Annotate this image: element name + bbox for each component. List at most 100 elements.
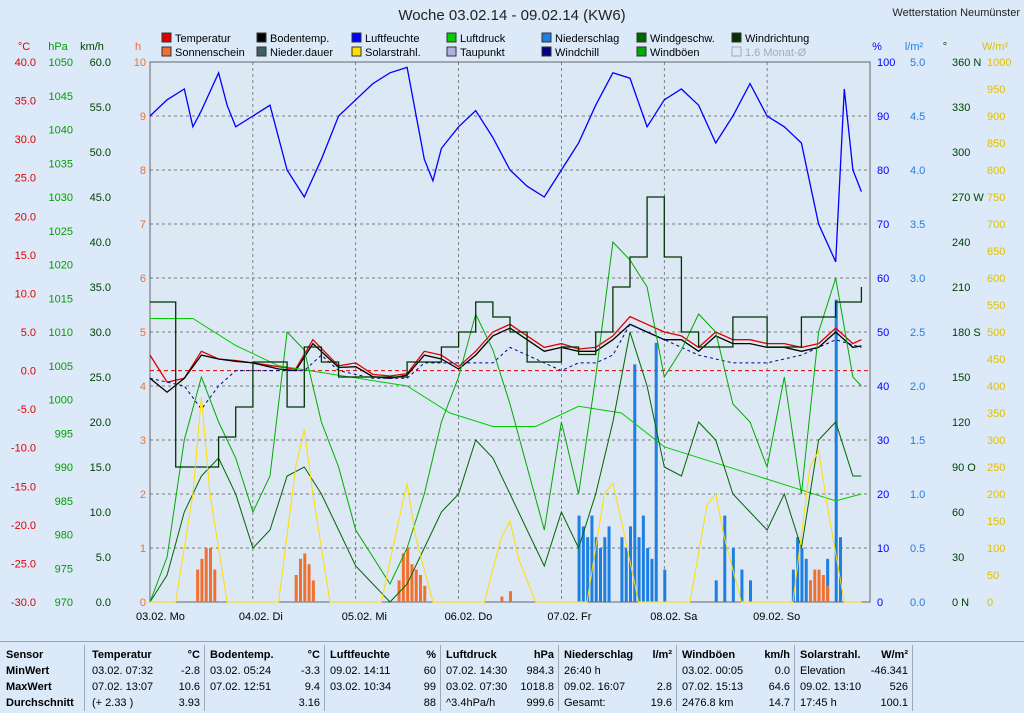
axis-tick-temp: 25.0 [15,173,36,185]
axis-tick-solar: 500 [987,327,1005,339]
axis-unit-rain: l/m² [905,41,924,53]
stats-row-label: 03.02. 10:34 [330,681,392,693]
axis-tick-rain: 5.0 [910,57,925,69]
bar-niederschlag [796,537,800,602]
bar-sonnenschein [817,569,821,602]
axis-tick-sun: 10 [134,57,146,69]
stats-row-label: ^3.4hPa/h [446,697,496,709]
stats-row: Elevation -46.341 [800,665,908,681]
axis-tick-sun: 8 [140,165,146,177]
stats-row-value: 984.3 [526,665,554,677]
bar-niederschlag [620,537,624,602]
axis-tick-sun: 9 [140,111,146,123]
stats-row-value: 14.7 [768,697,790,709]
axis-tick-rain: 1.5 [910,435,925,447]
axis-tick-pressure: 1005 [49,361,73,373]
stats-row-label: 03.02. 05:24 [210,665,272,677]
bar-niederschlag [723,515,727,602]
axis-tick-solar: 800 [987,165,1005,177]
axis-tick-wind: 25.0 [90,372,111,384]
axis-tick-wind: 50.0 [90,147,111,159]
bar-niederschlag [633,364,637,602]
bar-niederschlag [740,569,744,602]
axis-tick-pressure: 1035 [49,158,73,170]
axis-tick-pressure: 1010 [49,327,73,339]
axis-tick-humidity: 0 [877,597,883,609]
stats-col-header: Luftdruck hPa [446,649,554,661]
stats-row: 03.02. 10:34 99 [330,681,436,697]
chart-title: Woche 03.02.14 - 09.02.14 (KW6) [398,7,625,24]
axis-tick-humidity: 80 [877,165,889,177]
axis-tick-rain: 2.5 [910,327,925,339]
stats-row: 03.02. 07:30 1018.8 [446,681,554,697]
axis-tick-rain: 4.5 [910,111,925,123]
axis-tick-pressure: 1045 [49,91,73,103]
axis-tick-pressure: 980 [55,530,73,542]
bar-niederschlag [663,569,667,602]
legend-swatch [446,32,457,43]
bar-niederschlag [646,548,650,602]
stats-row-label: 26:40 h [564,665,601,677]
axis-tick-wind: 0.0 [96,597,111,609]
axis-tick-sun: 2 [140,489,146,501]
axis-tick-pressure: 1030 [49,192,73,204]
stats-row-value: -2.8 [181,665,200,677]
bar-sonnenschein [294,575,298,602]
axis-tick-dir: 270 W [952,192,984,204]
stats-col-header: Bodentemp. °C [210,649,320,661]
stats-row: 09.02. 13:10 526 [800,681,908,697]
stats-row-value: 64.6 [768,681,790,693]
day-label: 07.02. Fr [547,611,591,623]
stats-row-value: 100.1 [880,697,908,709]
legend-label: Solarstrahl. [365,47,421,59]
axis-tick-dir: 150 [952,372,970,384]
stats-row-label: 07.02. 14:30 [446,665,508,677]
axis-tick-temp: 0.0 [21,366,36,378]
axis-tick-pressure: 985 [55,496,73,508]
bar-niederschlag [637,537,641,602]
bar-niederschlag [731,548,735,602]
axis-tick-pressure: 1025 [49,226,73,238]
axis-tick-solar: 350 [987,408,1005,420]
stats-col-niederschlag: Niederschlag l/m² 26:40 h 09.02. 16:07 2.8 Ge… [560,645,677,711]
stats-row: 2476.8 km 14.7 [682,697,790,713]
axis-tick-solar: 0 [987,597,993,609]
bar-sonnenschein [303,553,307,602]
stats-row: 07.02. 13:07 10.6 [92,681,200,697]
axis-tick-temp: 10.0 [15,288,36,300]
legend-label: Luftdruck [460,33,506,45]
day-label: 03.02. Mo [136,611,185,623]
day-labels: 03.02. Mo 04.02. Di 05.02. Mi 06.02. Do 07.0… [136,611,800,623]
stats-row: ^3.4hPa/h 999.6 [446,697,554,713]
legend-swatch [731,46,742,57]
stats-row-value: -46.341 [870,665,908,677]
day-label: 06.02. Do [445,611,493,623]
axis-tick-dir: 90 O [952,462,976,474]
stats-row-value: 1018.8 [520,681,554,693]
bar-niederschlag [749,580,752,602]
series-taupunkt [149,323,862,410]
stats-col-sensor: Sensor MinWert MaxWert Durchschnitt [2,645,85,711]
axis-tick-solar: 650 [987,246,1005,258]
stats-row-label: 09.02. 16:07 [564,681,626,693]
axis-tick-solar: 100 [987,543,1005,555]
axis-tick-wind: 40.0 [90,237,111,249]
axis-tick-solar: 700 [987,219,1005,231]
bar-niederschlag [714,580,718,602]
stats-col-header: Temperatur °C [92,649,200,661]
axis-unit-sun: h [135,41,141,53]
axis-tick-sun: 3 [140,435,146,447]
bar-niederschlag [654,342,658,602]
stats-row-label: Gesamt: [564,697,606,709]
stats-panel: Sensor MinWert MaxWert Durchschnitt Temp… [0,641,1024,713]
weather-chart: Woche 03.02.14 - 09.02.14 (KW6) Wetterst… [10,7,1021,623]
axis-tick-rain: 3.5 [910,219,925,231]
axis-tick-wind: 15.0 [90,462,111,474]
axis-tick-sun: 1 [140,543,146,555]
axis-tick-humidity: 20 [877,489,889,501]
stats-row-label: 07.02. 13:07 [92,681,154,693]
stats-col-windboeen: Windböen km/h 03.02. 00:05 0.0 07.02. 15:13 6… [678,645,795,711]
legend-swatch [351,46,362,57]
stats-row: (+ 2.33 ) 3.93 [92,697,200,713]
stats-row: 09.02. 16:07 2.8 [564,681,672,697]
